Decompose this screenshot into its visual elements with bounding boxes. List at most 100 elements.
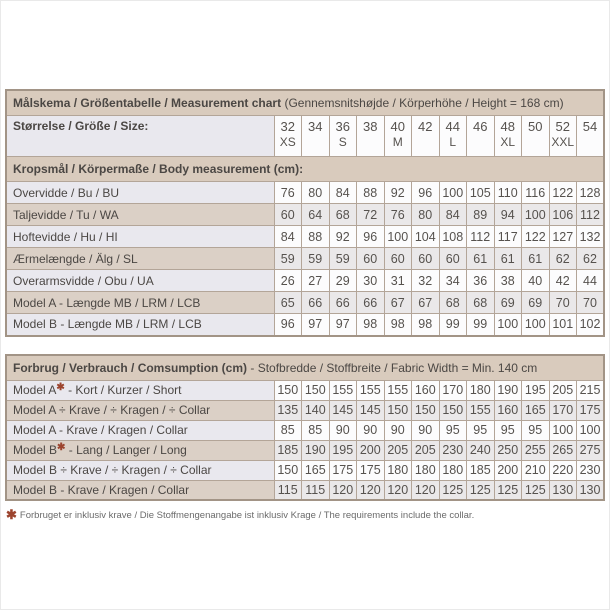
table-row: Model B - Krave / Kragen / Collar 115 115 1… <box>5 479 605 501</box>
value-cell: 175 <box>356 459 385 481</box>
value-cell: 135 <box>273 399 302 421</box>
value-cell: 96 <box>411 181 440 204</box>
value-cell: 160 <box>411 379 440 401</box>
value-cell: 100 <box>383 225 412 248</box>
body-measurement-header-row: Kropsmål / Körpermaße / Body measurement… <box>5 156 605 182</box>
value-cell: 84 <box>328 181 357 204</box>
value-cell: 140 <box>301 399 330 421</box>
value-cell: 34 <box>438 269 467 292</box>
value-cell: 90 <box>328 419 357 441</box>
size-cell: 32 XS <box>273 115 302 157</box>
size-number: 38 <box>363 119 378 134</box>
value-cell: 66 <box>356 291 385 314</box>
value-cell: 150 <box>438 399 467 421</box>
value-cell: 85 <box>273 419 302 441</box>
value-cell: 27 <box>301 269 330 292</box>
body-measurement-header: Kropsmål / Körpermaße / Body measurement… <box>5 156 605 182</box>
value-cell: 67 <box>383 291 412 314</box>
value-cell: 30 <box>356 269 385 292</box>
size-letter: XS <box>279 135 296 149</box>
value-cell: 97 <box>301 313 330 336</box>
value-cell: 150 <box>411 399 440 421</box>
table-row: Model B✱ - Lang / Langer / Long 185 190 195… <box>5 439 605 461</box>
value-cell: 165 <box>301 459 330 481</box>
table-row: Model A✱ - Kort / Kurzer / Short 150 150 15… <box>5 379 605 401</box>
measurement-title-bold: Målskema / Größentabelle / Measurement c… <box>13 96 282 110</box>
value-cell: 200 <box>356 439 385 461</box>
value-cell: 95 <box>493 419 522 441</box>
row-label-text: - Lang / Langer / Long <box>65 443 187 457</box>
value-cell: 88 <box>301 225 330 248</box>
value-cell: 117 <box>493 225 522 248</box>
value-cell: 68 <box>328 203 357 226</box>
value-cell: 26 <box>273 269 302 292</box>
value-cell: 190 <box>301 439 330 461</box>
value-cell: 99 <box>466 313 495 336</box>
size-number: 46 <box>473 119 488 134</box>
size-number: 34 <box>308 119 323 134</box>
value-cell: 59 <box>328 247 357 270</box>
value-cell: 67 <box>411 291 440 314</box>
value-cell: 125 <box>493 479 522 501</box>
size-cell: 42 <box>411 115 440 157</box>
value-cell: 175 <box>576 399 605 421</box>
value-cell: 106 <box>548 203 577 226</box>
value-cell: 125 <box>521 479 550 501</box>
value-cell: 150 <box>273 379 302 401</box>
value-cell: 116 <box>521 181 550 204</box>
consumption-table-title: Forbrug / Verbrauch / Comsumption (cm) -… <box>5 354 605 381</box>
table-row: Hoftevidde / Hu / HI 84 88 92 96 100 104 108 112… <box>5 225 605 248</box>
measurement-table-title: Målskema / Größentabelle / Measurement c… <box>5 89 605 116</box>
value-cell: 145 <box>356 399 385 421</box>
value-cell: 265 <box>548 439 577 461</box>
value-cell: 240 <box>466 439 495 461</box>
value-cell: 150 <box>273 459 302 481</box>
size-cell: 50 <box>521 115 550 157</box>
value-cell: 96 <box>273 313 302 336</box>
value-cell: 122 <box>521 225 550 248</box>
value-cell: 90 <box>383 419 412 441</box>
value-cell: 61 <box>493 247 522 270</box>
value-cell: 92 <box>328 225 357 248</box>
value-cell: 190 <box>493 379 522 401</box>
value-cell: 275 <box>576 439 605 461</box>
value-cell: 69 <box>521 291 550 314</box>
value-cell: 205 <box>411 439 440 461</box>
value-cell: 155 <box>383 379 412 401</box>
value-cell: 210 <box>521 459 550 481</box>
asterisk-icon: ✱ <box>56 382 65 393</box>
value-cell: 160 <box>493 399 522 421</box>
size-cell: 52 XXL <box>548 115 577 157</box>
value-cell: 100 <box>521 313 550 336</box>
size-row: Størrelse / Größe / Size: 32 XS 34 36 S 38 40 M… <box>5 115 605 157</box>
size-letter: XL <box>500 135 516 149</box>
value-cell: 100 <box>493 313 522 336</box>
table-row: Overarmsvidde / Obu / UA 26 27 29 30 31 32 34 36… <box>5 269 605 292</box>
measurement-table-header-row: Målskema / Größentabelle / Measurement c… <box>5 89 605 116</box>
value-cell: 185 <box>466 459 495 481</box>
measurement-table: Målskema / Größentabelle / Measurement c… <box>5 89 605 337</box>
value-cell: 97 <box>328 313 357 336</box>
value-cell: 70 <box>576 291 605 314</box>
value-cell: 61 <box>466 247 495 270</box>
value-cell: 101 <box>548 313 577 336</box>
value-cell: 120 <box>383 479 412 501</box>
consumption-title-bold: Forbrug / Verbrauch / Comsumption (cm) <box>13 360 248 375</box>
value-cell: 95 <box>466 419 495 441</box>
value-cell: 84 <box>273 225 302 248</box>
size-number: 50 <box>528 119 543 134</box>
value-cell: 95 <box>521 419 550 441</box>
value-cell: 66 <box>301 291 330 314</box>
value-cell: 60 <box>273 203 302 226</box>
row-label-cell: Ærmelængde / Älg / SL <box>5 247 275 270</box>
asterisk-icon: ✱ <box>6 507 17 522</box>
consumption-header-row: Forbrug / Verbrauch / Comsumption (cm) -… <box>5 354 605 381</box>
value-cell: 29 <box>328 269 357 292</box>
size-cell: 44 L <box>438 115 467 157</box>
size-cell: 36 S <box>328 115 357 157</box>
value-cell: 122 <box>548 181 577 204</box>
size-letter: S <box>338 135 347 149</box>
table-row: Overvidde / Bu / BU 76 80 84 88 92 96 100 105 110… <box>5 181 605 204</box>
value-cell: 76 <box>273 181 302 204</box>
value-cell: 185 <box>273 439 302 461</box>
